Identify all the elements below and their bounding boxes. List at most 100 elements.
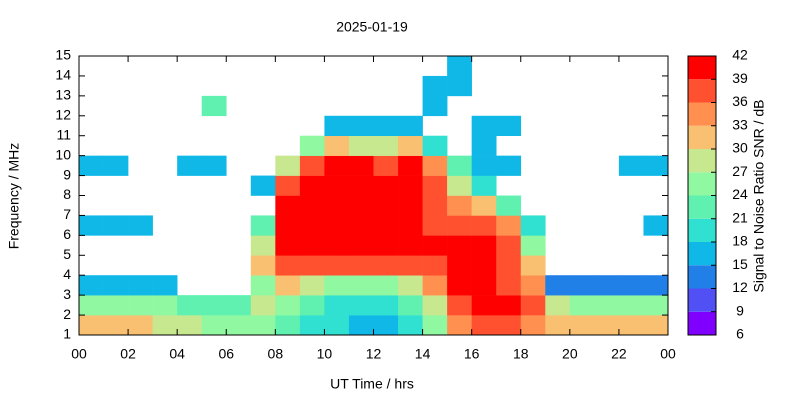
y-tick-label: 2	[63, 306, 71, 322]
heat-cell	[520, 275, 546, 296]
x-tick-label: 02	[120, 346, 136, 362]
x-tick-label: 04	[169, 346, 185, 362]
heat-cell	[201, 155, 227, 176]
y-tick-label: 7	[63, 206, 71, 222]
heat-cell	[373, 195, 399, 216]
heat-cell	[471, 135, 497, 156]
heat-cell	[545, 275, 571, 296]
heat-cell	[618, 155, 644, 176]
x-tick-label: 18	[513, 346, 529, 362]
colorbar-swatch	[688, 242, 716, 266]
heat-cell	[348, 255, 374, 276]
x-tick-label: 10	[317, 346, 333, 362]
heat-cell	[177, 155, 203, 176]
heat-cell	[398, 255, 423, 276]
heat-cell	[643, 215, 669, 236]
heat-cell	[373, 135, 399, 156]
heat-cell	[275, 155, 301, 176]
x-axis-label: UT Time / hrs	[330, 376, 414, 392]
heat-cell	[250, 215, 276, 236]
heat-cell	[618, 315, 644, 336]
heat-cell	[422, 75, 448, 97]
heat-cell	[447, 175, 472, 196]
heat-cell	[569, 295, 595, 316]
heat-cell	[348, 295, 374, 316]
heat-cell	[447, 295, 472, 316]
heat-cell	[201, 315, 227, 336]
colorbar-tick-label: 30	[732, 140, 748, 156]
heat-cell	[324, 135, 350, 156]
heat-cell	[299, 175, 325, 196]
y-tick-label: 15	[55, 47, 71, 63]
heat-cell	[299, 135, 325, 156]
heat-cell	[471, 215, 497, 236]
heat-cell	[324, 275, 350, 296]
heat-cell	[250, 255, 276, 276]
heat-cell	[398, 135, 423, 156]
x-tick-label: 00	[660, 346, 676, 362]
heat-cell	[226, 315, 252, 336]
heat-cell	[324, 215, 350, 236]
heat-cell	[299, 215, 325, 236]
heat-cell	[324, 295, 350, 316]
heat-cell	[422, 195, 448, 216]
heat-cell	[201, 295, 227, 316]
heat-cell	[422, 135, 448, 156]
heat-cell	[79, 315, 104, 336]
heat-cell	[250, 175, 276, 196]
heat-cell	[398, 115, 423, 137]
heat-cell	[471, 255, 497, 276]
heat-cell	[422, 315, 448, 336]
heat-cell	[398, 215, 423, 236]
heat-cell	[299, 275, 325, 296]
heat-cell	[422, 175, 448, 196]
y-tick-label: 1	[63, 326, 71, 342]
heat-cell	[128, 275, 153, 296]
heat-cell	[373, 315, 399, 336]
heat-cell	[447, 155, 472, 176]
y-tick-label: 4	[63, 266, 71, 282]
x-tick-label: 22	[611, 346, 627, 362]
x-tick-label: 08	[268, 346, 284, 362]
colorbar-swatch	[688, 195, 716, 219]
y-tick-label: 10	[55, 146, 71, 162]
heat-cell	[594, 295, 620, 316]
heat-cell	[348, 195, 374, 216]
heat-cell	[447, 195, 472, 216]
heat-cell	[79, 275, 104, 296]
heat-cell	[152, 295, 178, 316]
colorbar-tick-label: 18	[732, 233, 748, 249]
heat-cell	[373, 295, 399, 316]
heat-cell	[299, 295, 325, 316]
heat-cell	[496, 195, 522, 216]
colorbar-tick-label: 15	[732, 256, 748, 272]
heat-cell	[348, 235, 374, 256]
heat-cell	[398, 195, 423, 216]
heat-cell	[471, 175, 497, 196]
x-tick-label: 20	[562, 346, 578, 362]
colorbar-swatch	[688, 102, 716, 126]
heat-cell	[250, 315, 276, 336]
heat-cell	[299, 315, 325, 336]
heat-cell	[348, 115, 374, 137]
heat-cell	[643, 315, 669, 336]
heat-cell	[471, 115, 497, 137]
heat-cell	[373, 275, 399, 296]
heat-cell	[324, 315, 350, 336]
heat-cell	[618, 295, 644, 316]
colorbar-swatch	[688, 288, 716, 312]
y-tick-label: 8	[63, 186, 71, 202]
heat-cell	[520, 315, 546, 336]
heat-cell	[422, 295, 448, 316]
heat-cell	[447, 235, 472, 256]
x-tick-label: 06	[218, 346, 234, 362]
heat-cell	[643, 295, 669, 316]
heat-cell	[324, 235, 350, 256]
heat-cell	[496, 115, 522, 137]
colorbar-swatch	[688, 311, 716, 335]
heat-cell	[103, 315, 129, 336]
colorbar-tick-label: 21	[732, 209, 748, 225]
heat-cell	[422, 215, 448, 236]
heat-cell	[177, 315, 203, 336]
y-tick-label: 6	[63, 226, 71, 242]
